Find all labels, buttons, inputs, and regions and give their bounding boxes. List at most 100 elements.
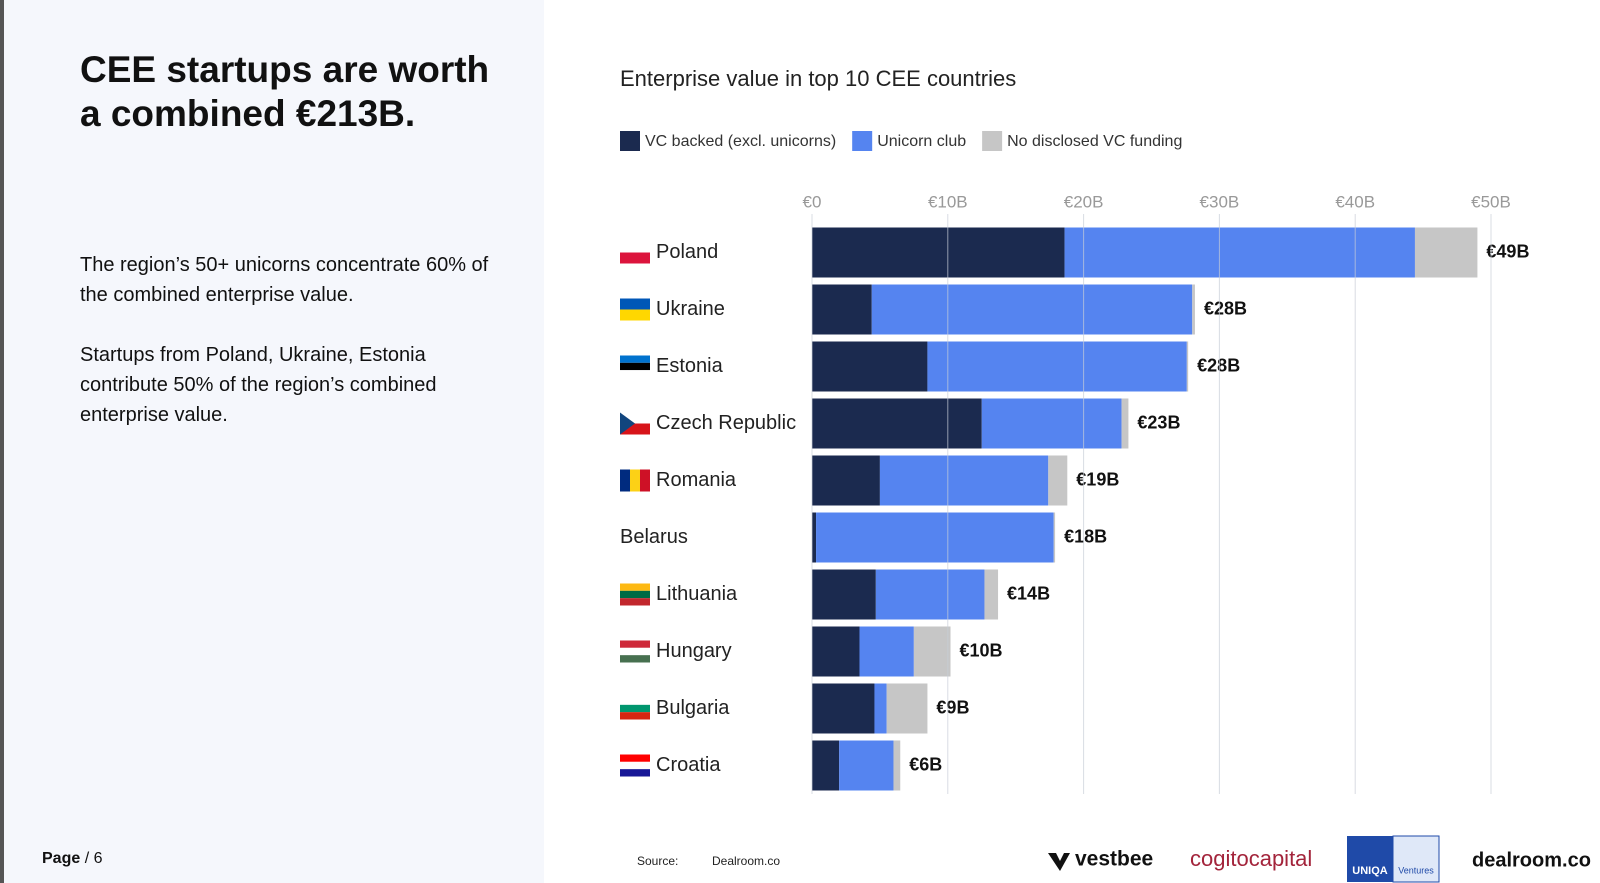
page-count: / 6 xyxy=(84,850,103,867)
flag xyxy=(620,412,650,435)
logo: Ventures xyxy=(1398,865,1434,875)
logo: vestbee xyxy=(1075,848,1153,871)
x-tick-label: €10B xyxy=(928,192,968,211)
flag-stripe xyxy=(620,761,650,770)
total-label: €28B xyxy=(1197,355,1240,375)
bar-segment xyxy=(927,341,1187,392)
logo-box xyxy=(1392,835,1440,883)
bar-segment xyxy=(812,512,817,563)
flag-stripe xyxy=(620,704,650,713)
bar-segment xyxy=(812,740,840,791)
legend-label: VC backed (excl. unicorns) xyxy=(645,133,836,150)
flag-stripe xyxy=(620,590,650,599)
flag-stripe xyxy=(620,362,650,371)
legend-label: No disclosed VC funding xyxy=(1007,133,1182,150)
legend-swatch xyxy=(620,131,640,151)
total-label: €10B xyxy=(960,640,1003,660)
flag-stripe xyxy=(620,423,650,435)
page-label: Page xyxy=(42,850,81,867)
bar-segment xyxy=(812,626,860,677)
flag-stripe xyxy=(620,640,650,648)
total-label: €23B xyxy=(1137,412,1180,432)
bar-segment xyxy=(984,569,999,620)
flag-stripe xyxy=(630,469,640,492)
flag-stripe xyxy=(620,598,650,606)
bar-segment xyxy=(1192,284,1195,335)
logo-box xyxy=(1347,836,1393,882)
category-label: Bulgaria xyxy=(656,697,730,719)
flag-stripe xyxy=(620,754,650,762)
total-label: €19B xyxy=(1076,469,1119,489)
flag-stripe xyxy=(620,697,650,705)
category-label: Ukraine xyxy=(656,298,725,320)
bar-segment xyxy=(812,683,875,734)
category-label: Lithuania xyxy=(656,583,738,605)
text-panel: CEE startups are worth a combined €213B.… xyxy=(0,0,544,883)
x-tick-label: €40B xyxy=(1335,192,1375,211)
bar-segment xyxy=(879,455,1049,506)
bar-segment xyxy=(812,398,982,449)
category-label: Romania xyxy=(656,469,737,491)
flag xyxy=(620,697,650,720)
bar-segment xyxy=(859,626,914,677)
page-number: Page / 6 xyxy=(42,850,103,868)
x-tick-label: €0 xyxy=(803,192,822,211)
bar-segment xyxy=(812,455,880,506)
flag-stripe xyxy=(620,712,650,720)
flag-triangle xyxy=(620,412,635,435)
bar-segment xyxy=(1064,227,1415,278)
bar-segment xyxy=(886,683,928,734)
flag-stripe xyxy=(620,241,650,253)
bar-segment xyxy=(839,740,894,791)
legend-swatch xyxy=(982,131,1003,151)
bar-segment xyxy=(893,740,901,791)
source: Dealroom.co xyxy=(712,854,780,868)
bar-segment xyxy=(874,683,887,734)
flag-stripe xyxy=(620,309,650,321)
bar-segment xyxy=(1048,455,1068,506)
total-label: €49B xyxy=(1486,241,1529,261)
flag xyxy=(620,754,650,777)
bar-segment xyxy=(871,284,1193,335)
flag-stripe xyxy=(620,370,650,378)
flag-stripe xyxy=(620,769,650,777)
flag-stripe xyxy=(620,583,650,591)
total-label: €28B xyxy=(1204,298,1247,318)
category-label: Hungary xyxy=(656,640,732,662)
slide-title: CEE startups are worth a combined €213B. xyxy=(80,49,490,134)
flag xyxy=(620,241,650,264)
flag-stripe xyxy=(620,412,650,424)
paragraph: The region’s 50+ unicorns concentrate 60… xyxy=(80,254,489,306)
bar-segment xyxy=(981,398,1122,449)
bar-segment xyxy=(1053,512,1056,563)
bar-segment xyxy=(1414,227,1478,278)
total-label: €6B xyxy=(909,754,942,774)
flag xyxy=(620,583,650,606)
flag-stripe xyxy=(620,647,650,656)
total-label: €9B xyxy=(936,697,969,717)
bar-segment xyxy=(812,227,1065,278)
logo-icon xyxy=(1048,853,1070,871)
bar-segment xyxy=(812,341,928,392)
x-tick-label: €20B xyxy=(1064,192,1104,211)
flag-stripe xyxy=(640,469,650,492)
category-label: Croatia xyxy=(656,754,721,776)
x-tick-label: €30B xyxy=(1200,192,1240,211)
x-tick-label: €50B xyxy=(1471,192,1511,211)
flag-stripe xyxy=(620,355,650,363)
source-label: Source: xyxy=(637,854,678,868)
flag-stripe xyxy=(620,252,650,264)
flag xyxy=(620,640,650,663)
logo: UNIQA xyxy=(1352,865,1388,877)
flag-stripe xyxy=(620,469,630,492)
bar-segment xyxy=(875,569,985,620)
bar-segment xyxy=(812,569,876,620)
bar-segment xyxy=(1186,341,1189,392)
total-label: €14B xyxy=(1007,583,1050,603)
category-label: Estonia xyxy=(656,355,724,377)
flag xyxy=(620,469,650,492)
flag-stripe xyxy=(620,655,650,663)
category-label: Poland xyxy=(656,241,718,263)
